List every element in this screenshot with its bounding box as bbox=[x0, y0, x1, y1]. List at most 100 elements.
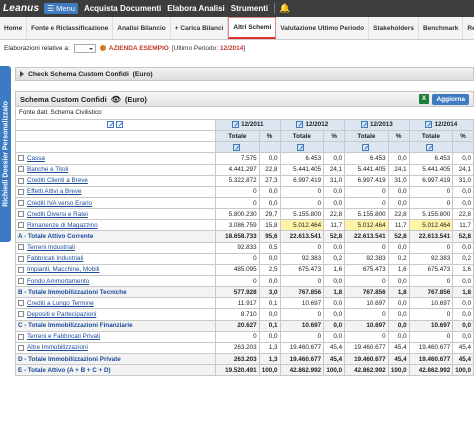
top-divider bbox=[274, 3, 276, 14]
tab-4[interactable]: Altri Schemi bbox=[228, 17, 277, 39]
top-link-strumenti[interactable]: Strumenti bbox=[230, 4, 269, 13]
tab-1[interactable]: Fonte e Riclassificazione bbox=[27, 17, 114, 39]
value-cell: 0 bbox=[344, 241, 389, 254]
edit-icon[interactable] bbox=[115, 121, 123, 129]
value-cell: 3.086.759 bbox=[215, 219, 260, 232]
edit-icon[interactable] bbox=[106, 121, 114, 129]
check-panel-unit: (Euro) bbox=[132, 70, 153, 78]
row-label-cell: A - Totale Attivo Corrente bbox=[14, 230, 217, 243]
value-cell: 7.575 bbox=[215, 152, 260, 165]
row-checkbox[interactable] bbox=[18, 277, 24, 284]
row-checkbox[interactable] bbox=[18, 166, 24, 173]
tab-6[interactable]: Stakeholders bbox=[369, 17, 419, 39]
tab-3[interactable]: + Carica Bilanci bbox=[171, 17, 229, 39]
row-checkbox[interactable] bbox=[18, 199, 24, 206]
tab-5[interactable]: Valutazione Ultimo Periodo bbox=[276, 17, 370, 39]
tab-0[interactable]: Home bbox=[0, 17, 28, 39]
percent-cell: 0,0 bbox=[387, 274, 410, 288]
percent-cell: 100,0 bbox=[387, 364, 410, 377]
company-name[interactable]: AZIENDA ESEMPIO bbox=[108, 44, 169, 52]
row-label[interactable]: Effetti Attivi a Breve bbox=[27, 188, 82, 196]
row-label[interactable]: Cassa bbox=[27, 154, 45, 162]
row-checkbox[interactable] bbox=[18, 188, 24, 195]
row-label[interactable]: Crediti Clienti a Breve bbox=[27, 177, 88, 185]
row-checkbox[interactable] bbox=[18, 255, 24, 262]
edit-period-icon[interactable] bbox=[296, 121, 304, 129]
table-row: Effetti Attivi a Breve 0 0,0 0 0,0 0 0,0 0 0,0 bbox=[14, 185, 474, 198]
row-label[interactable]: Fabbricati Industriali bbox=[27, 255, 84, 263]
row-checkbox[interactable] bbox=[18, 244, 24, 251]
column-edit-cell bbox=[452, 141, 474, 154]
top-link-acquista-documenti[interactable]: Acquista Documenti bbox=[83, 4, 162, 13]
check-panel-header[interactable]: Check Schema Custom Confidi (Euro) bbox=[15, 67, 474, 81]
row-checkbox[interactable] bbox=[18, 266, 24, 273]
value-cell: 6.997.419 bbox=[408, 174, 454, 187]
row-label[interactable]: Crediti a Lungo Termine bbox=[27, 299, 94, 307]
edit-icon[interactable] bbox=[232, 143, 240, 151]
tab-2[interactable]: Analisi Bilancio bbox=[113, 17, 171, 39]
menu-button[interactable]: ☰ Menu bbox=[44, 3, 78, 14]
row-label[interactable]: Altre Immobilizzazioni bbox=[27, 344, 88, 352]
edit-period-icon[interactable] bbox=[425, 121, 433, 129]
table-row: Crediti Clienti a Breve 5.322.872 27,3 6.99… bbox=[14, 174, 474, 187]
app-logo[interactable]: Leanus bbox=[3, 3, 40, 14]
row-checkbox[interactable] bbox=[18, 311, 24, 318]
value-cell: 0 bbox=[215, 252, 260, 265]
excel-export-icon[interactable]: X bbox=[419, 94, 429, 104]
value-cell: 5.155.800 bbox=[344, 208, 389, 221]
row-label[interactable]: Banche e Titoli bbox=[27, 166, 69, 174]
data-source-label: Fonte dati: Schema Civilistico bbox=[15, 108, 474, 118]
data-table: 12/2011 12/2012 12/2013 12/2014 Totale% Total… bbox=[14, 118, 474, 377]
percent-cell: 3,0 bbox=[258, 286, 281, 299]
value-cell: 5.441.405 bbox=[408, 163, 454, 176]
row-label[interactable]: Rimanenze di Magazzino bbox=[27, 221, 98, 229]
dossier-side-tab[interactable]: Richiedi Dossier Personalizzato bbox=[0, 66, 11, 242]
value-cell: 92.383 bbox=[279, 252, 325, 265]
row-checkbox[interactable] bbox=[18, 211, 24, 218]
row-checkbox[interactable] bbox=[18, 177, 24, 184]
bell-icon[interactable]: 🔔 bbox=[279, 3, 291, 13]
edit-period-icon[interactable] bbox=[232, 121, 240, 129]
total-header: Totale bbox=[215, 130, 260, 143]
value-cell: 5.012.464 bbox=[408, 219, 454, 232]
eye-icon[interactable]: 👁 bbox=[110, 94, 121, 104]
percent-cell: 0,0 bbox=[258, 196, 281, 210]
row-checkbox[interactable] bbox=[18, 222, 24, 229]
edit-icon[interactable] bbox=[426, 143, 434, 151]
panel-unit: (Euro) bbox=[124, 94, 147, 104]
context-label: Elaborazioni relative a: bbox=[4, 44, 70, 52]
period-header-3: 12/2014 bbox=[408, 118, 474, 132]
row-checkbox[interactable] bbox=[18, 155, 24, 162]
percent-cell: 1,3 bbox=[258, 352, 281, 366]
percent-cell: 45,4 bbox=[323, 341, 346, 354]
value-cell: 0 bbox=[279, 241, 325, 254]
row-checkbox[interactable] bbox=[18, 333, 24, 340]
row-label[interactable]: Crediti Diversi e Ratei bbox=[27, 210, 88, 218]
percent-cell: 1,8 bbox=[387, 286, 410, 299]
percent-cell: 1,6 bbox=[452, 263, 474, 276]
refresh-button[interactable]: Aggiorna bbox=[432, 94, 469, 105]
row-checkbox[interactable] bbox=[18, 344, 24, 351]
row-label[interactable]: Terreni Industriali bbox=[27, 244, 75, 252]
percent-cell: 0,0 bbox=[323, 297, 346, 310]
context-select[interactable] bbox=[73, 43, 96, 53]
edit-icon[interactable] bbox=[361, 143, 369, 151]
percent-cell: 0,0 bbox=[387, 297, 410, 310]
row-checkbox[interactable] bbox=[18, 300, 24, 307]
percent-cell: 15,8 bbox=[258, 219, 281, 232]
row-label[interactable]: Terreni e Fabbricati Privati bbox=[27, 333, 101, 341]
edit-icon[interactable] bbox=[297, 143, 305, 151]
row-label[interactable]: Impianti, Macchine, Mobili bbox=[27, 266, 100, 274]
row-label[interactable]: Fondo Ammortamento bbox=[27, 277, 90, 285]
percent-cell: 0,0 bbox=[258, 274, 281, 288]
percent-cell: 0,0 bbox=[452, 330, 474, 343]
top-link-elabora-analisi[interactable]: Elabora Analisi bbox=[167, 4, 225, 13]
value-cell: 0 bbox=[344, 274, 389, 288]
value-cell: 6.453 bbox=[408, 152, 454, 165]
edit-period-icon[interactable] bbox=[361, 121, 368, 129]
row-label[interactable]: Depositi e Partecipazioni bbox=[27, 310, 97, 318]
tab-8[interactable]: Rela bbox=[463, 17, 474, 39]
row-label[interactable]: Crediti IVA verso Erario bbox=[27, 199, 92, 207]
value-cell: 6.997.419 bbox=[344, 174, 389, 187]
tab-7[interactable]: Benchmark bbox=[419, 17, 464, 39]
